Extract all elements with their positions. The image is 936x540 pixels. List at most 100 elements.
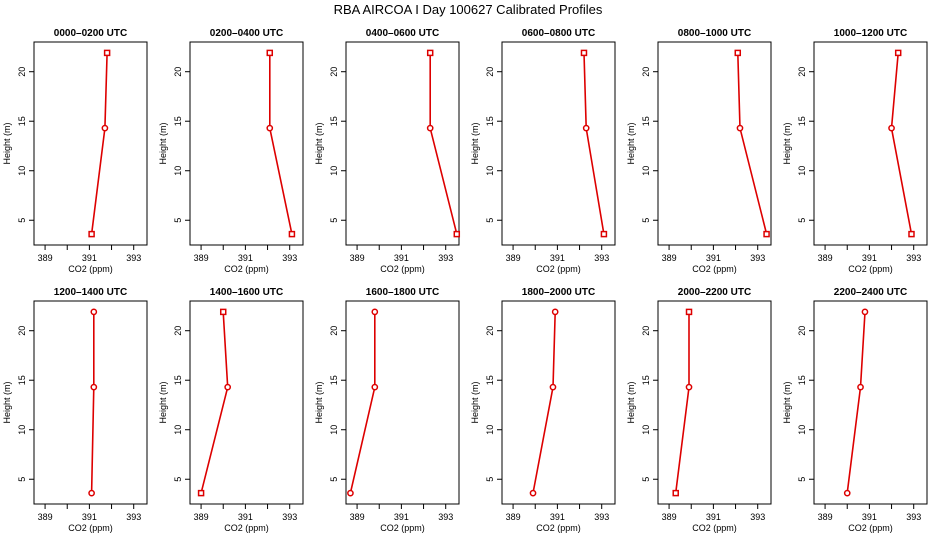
x-tick-label: 389 <box>818 253 833 263</box>
x-axis-label: CO2 (ppm) <box>536 523 581 533</box>
plot-frame <box>813 300 928 505</box>
y-tick-label: 15 <box>641 375 651 385</box>
profile-line <box>583 52 605 235</box>
data-point <box>90 383 98 391</box>
y-tick-label: 5 <box>329 218 339 223</box>
y-tick-label: 20 <box>797 67 807 77</box>
y-tick-label: 10 <box>329 166 339 176</box>
x-tick-label: 393 <box>906 512 921 522</box>
x-tick-label: 391 <box>82 253 97 263</box>
data-point <box>90 308 98 316</box>
plot-frame <box>657 300 772 505</box>
panel-title: 2200–2400 UTC <box>834 287 907 298</box>
x-tick-label: 389 <box>662 512 677 522</box>
y-axis-label: Height (m) <box>158 122 168 164</box>
y-tick-label: 20 <box>329 326 339 336</box>
data-point <box>347 489 354 497</box>
panel-7: 1200–1400 UTC 389 391 393 5 10 15 20 CO2 (ppm) He… <box>2 287 148 533</box>
panel-title: 1400–1600 UTC <box>210 287 283 298</box>
x-tick-label: 391 <box>550 253 565 263</box>
y-tick-label: 10 <box>173 425 183 435</box>
y-tick-label: 15 <box>173 375 183 385</box>
y-tick-label: 5 <box>173 477 183 482</box>
plot-frame <box>657 41 772 246</box>
profile-line <box>200 311 229 494</box>
x-axis-label: CO2 (ppm) <box>692 264 737 274</box>
x-tick-label: 393 <box>594 253 609 263</box>
y-tick-label: 10 <box>641 166 651 176</box>
y-axis-label: Height (m) <box>470 381 480 423</box>
profile-line <box>674 311 690 494</box>
x-axis-label: CO2 (ppm) <box>68 523 113 533</box>
y-tick-label: 5 <box>797 477 807 482</box>
data-point <box>288 230 296 238</box>
x-tick-label: 389 <box>38 253 53 263</box>
data-point <box>600 230 608 238</box>
x-axis-label: CO2 (ppm) <box>380 523 425 533</box>
x-axis-label: CO2 (ppm) <box>536 264 581 274</box>
profile-line <box>890 52 913 235</box>
y-axis-label: Height (m) <box>470 122 480 164</box>
data-point <box>672 489 679 497</box>
y-tick-label: 5 <box>797 218 807 223</box>
x-tick-label: 391 <box>862 512 877 522</box>
x-axis-label: CO2 (ppm) <box>224 264 269 274</box>
y-tick-label: 5 <box>485 218 495 223</box>
data-point <box>888 124 895 132</box>
x-axis-label: CO2 (ppm) <box>380 264 425 274</box>
data-point <box>371 308 379 316</box>
y-axis-label: Height (m) <box>626 381 636 423</box>
plot-frame <box>501 41 616 246</box>
x-tick-label: 393 <box>750 253 765 263</box>
y-tick-label: 15 <box>173 116 183 126</box>
y-tick-label: 20 <box>485 326 495 336</box>
x-tick-label: 391 <box>706 512 721 522</box>
plot-frame <box>501 300 616 505</box>
y-tick-label: 15 <box>485 116 495 126</box>
y-tick-label: 15 <box>329 375 339 385</box>
panel-3: 0400–0600 UTC 389 391 393 5 10 15 20 CO2 (ppm) He… <box>314 28 461 274</box>
panel-title: 0400–0600 UTC <box>366 28 439 39</box>
y-tick-label: 5 <box>641 477 651 482</box>
data-point <box>908 230 915 238</box>
y-tick-label: 5 <box>485 477 495 482</box>
y-tick-label: 5 <box>17 218 27 223</box>
y-tick-label: 20 <box>485 67 495 77</box>
panel-title: 1000–1200 UTC <box>834 28 907 39</box>
y-tick-label: 10 <box>641 425 651 435</box>
x-tick-label: 391 <box>238 512 253 522</box>
data-point <box>843 489 851 497</box>
y-axis-label: Height (m) <box>782 122 792 164</box>
profile-line <box>349 311 376 494</box>
plot-frame <box>345 300 460 505</box>
panel-title: 2000–2200 UTC <box>678 287 751 298</box>
y-tick-label: 10 <box>797 425 807 435</box>
x-tick-label: 393 <box>282 512 297 522</box>
data-point <box>580 49 588 57</box>
x-tick-label: 391 <box>82 512 97 522</box>
x-tick-label: 393 <box>282 253 297 263</box>
x-tick-label: 393 <box>126 512 141 522</box>
y-axis-label: Height (m) <box>2 122 12 164</box>
y-tick-label: 20 <box>17 326 27 336</box>
x-tick-label: 393 <box>750 512 765 522</box>
panel-title: 0600–0800 UTC <box>522 28 595 39</box>
x-axis-label: CO2 (ppm) <box>848 523 893 533</box>
y-axis-label: Height (m) <box>782 381 792 423</box>
profile-line <box>532 311 556 494</box>
x-tick-label: 389 <box>38 512 53 522</box>
y-tick-label: 10 <box>17 166 27 176</box>
y-tick-label: 15 <box>17 116 27 126</box>
profile-line <box>90 311 95 494</box>
y-tick-label: 15 <box>797 116 807 126</box>
x-tick-label: 389 <box>818 512 833 522</box>
plot-frame <box>813 41 928 246</box>
y-tick-label: 20 <box>329 67 339 77</box>
panel-grid: 0000–0200 UTC 389 391 393 5 10 15 20 CO2 (ppm) He… <box>2 28 928 533</box>
plot-frame <box>189 300 304 505</box>
data-point <box>894 49 902 57</box>
x-tick-label: 391 <box>550 512 565 522</box>
panel-title: 1800–2000 UTC <box>522 287 595 298</box>
plot-frame <box>189 41 304 246</box>
y-tick-label: 20 <box>641 67 651 77</box>
